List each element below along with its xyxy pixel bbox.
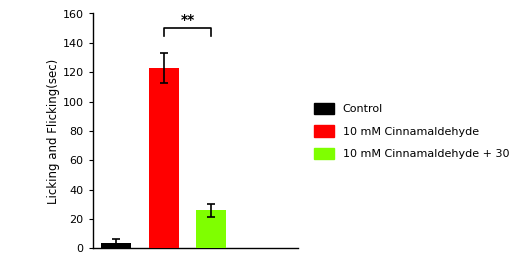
Y-axis label: Licking and Flicking(sec): Licking and Flicking(sec) [47, 58, 60, 204]
Bar [101, 242, 131, 248]
Legend: Control, 10 mM Cinnamaldehyde, 10 mM Cinnamaldehyde + 30 mM Ligand C: Control, 10 mM Cinnamaldehyde, 10 mM Cin… [314, 103, 514, 159]
Bar [149, 68, 179, 248]
Bar [196, 210, 226, 248]
Text: **: ** [180, 14, 194, 28]
